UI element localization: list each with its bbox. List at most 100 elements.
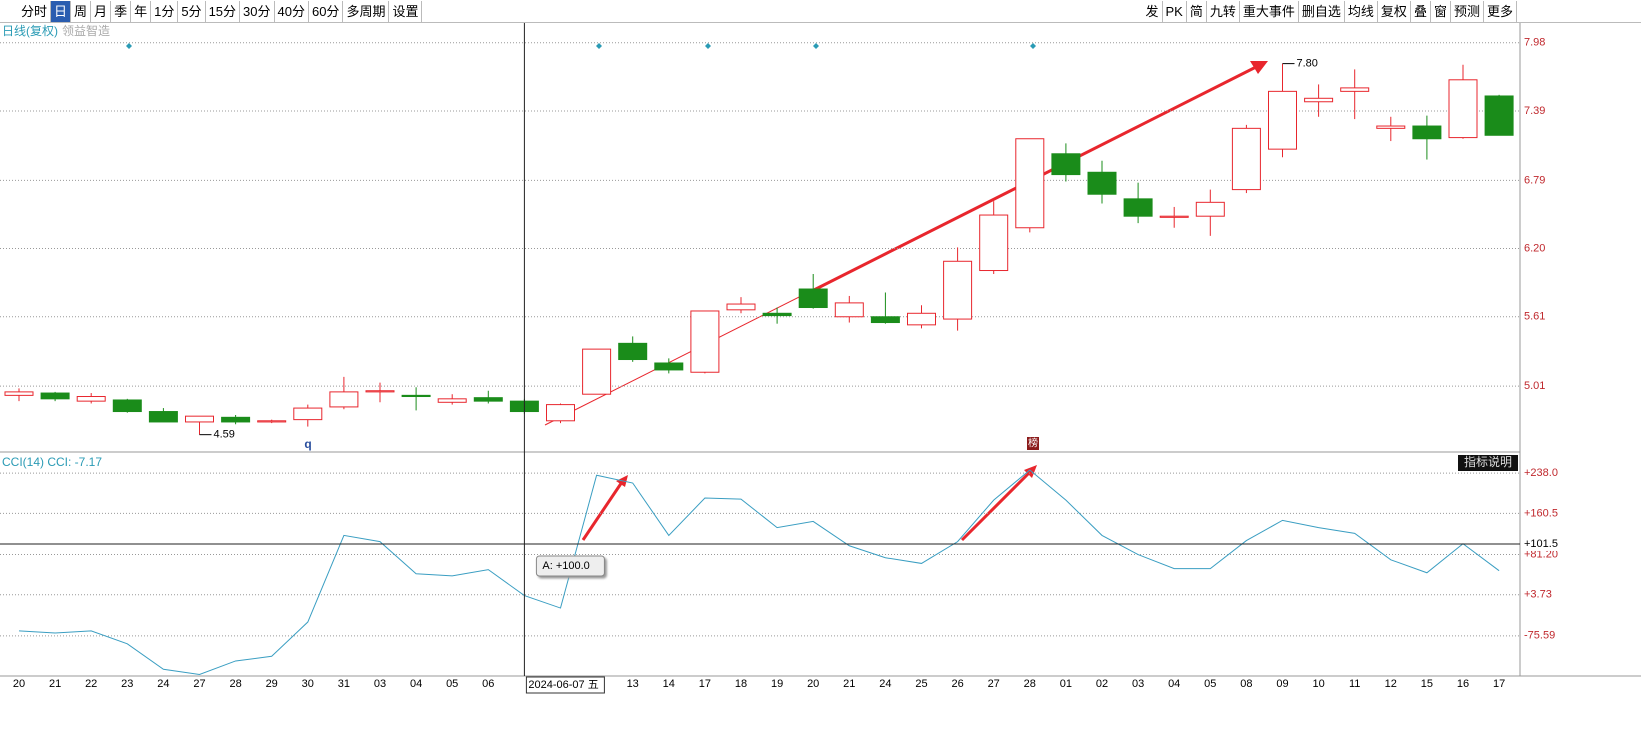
candle-body [1159, 215, 1189, 218]
x-tick-label: 18 [735, 678, 747, 690]
x-tick-label: 12 [1385, 678, 1397, 690]
x-tick-label: 03 [374, 678, 386, 690]
x-tick-label: 30 [302, 678, 314, 690]
crosshair-date-box [525, 676, 605, 694]
toolbar-button[interactable]: 九转 [1207, 1, 1240, 22]
signal-markers [126, 43, 1036, 49]
high-label: 7.80 [1297, 58, 1318, 70]
x-tick-label: 25 [915, 678, 927, 690]
candle-body [834, 302, 864, 318]
candle-body [1087, 171, 1117, 195]
toolbar-button[interactable]: 均线 [1345, 1, 1378, 22]
crosshair-date: 2024-06-07 五 [528, 679, 598, 691]
candle-body [4, 391, 34, 396]
low-label: 4.59 [214, 429, 235, 441]
toolbar-button[interactable]: 分时 [18, 1, 52, 22]
toolbar-button[interactable]: 40分 [275, 1, 309, 22]
y-tick-label: +3.73 [1524, 589, 1552, 601]
y-tick-label: +160.5 [1524, 507, 1558, 519]
candle-body [726, 303, 756, 311]
toolbar-button[interactable]: PK [1163, 1, 1187, 22]
x-tick-label: 05 [1204, 678, 1216, 690]
candle-body [437, 398, 467, 403]
toolbar-button[interactable]: 月 [91, 1, 112, 22]
toolbar-button[interactable]: 15分 [206, 1, 241, 22]
x-tick-label: 04 [410, 678, 422, 690]
x-tick-label: 28 [1024, 678, 1036, 690]
y-tick-label: 7.39 [1524, 105, 1545, 117]
candle-body [690, 310, 720, 373]
toolbar-button[interactable]: 日 [51, 1, 72, 22]
candle-body [365, 390, 395, 393]
x-tick-label: 27 [193, 678, 205, 690]
candle-body [582, 348, 612, 395]
x-tick-label: 21 [843, 678, 855, 690]
candle-body [112, 399, 142, 413]
y-tick-label: 7.98 [1524, 37, 1545, 49]
indicator-title: CCI(14) CCI: -7.17 [2, 455, 102, 469]
marker-text: q [304, 437, 311, 451]
x-tick-label: 31 [338, 678, 350, 690]
toolbar-button[interactable]: 发 [1142, 1, 1163, 22]
toolbar-button[interactable]: 60分 [309, 1, 344, 22]
y-tick-label: 5.01 [1524, 380, 1545, 392]
candle-body [943, 260, 973, 320]
toolbar-button[interactable]: 窗 [1431, 1, 1451, 22]
x-tick-label: 09 [1276, 678, 1288, 690]
x-tick-label: 22 [85, 678, 97, 690]
toolbar-button[interactable]: 多周期 [343, 1, 390, 22]
period-label: 日线(复权) [2, 24, 58, 38]
x-tick-label: 26 [951, 678, 963, 690]
y-tick-label: +81.20 [1524, 548, 1558, 560]
candle-body [1195, 201, 1225, 217]
candle-body [979, 214, 1009, 272]
indicator-button[interactable] [1458, 455, 1518, 471]
candle-body [762, 312, 792, 317]
candle-body [293, 407, 323, 421]
candle-body [148, 411, 178, 423]
x-tick-label: 17 [1493, 678, 1505, 690]
tooltip-box [535, 555, 605, 577]
toolbar-button[interactable]: 简 [1187, 1, 1207, 22]
toolbar-button[interactable]: 1分 [151, 1, 179, 22]
toolbar-button[interactable]: 删自选 [1299, 1, 1345, 22]
candle-body [870, 316, 900, 324]
toolbar-button[interactable]: 重大事件 [1240, 1, 1299, 22]
toolbar-button[interactable]: 叠 [1411, 1, 1431, 22]
candle-body [654, 362, 684, 371]
toolbar-button[interactable]: 年 [131, 1, 152, 22]
candle-body [401, 394, 431, 398]
x-tick-label: 20 [13, 678, 25, 690]
candle-body [473, 397, 503, 402]
candle-body [1304, 97, 1334, 103]
y-tick-label: 6.79 [1524, 174, 1545, 186]
x-tick-label: 20 [807, 678, 819, 690]
y-tick-label: 5.61 [1524, 311, 1545, 323]
x-tick-label: 14 [663, 678, 675, 690]
toolbar-button[interactable]: 复权 [1378, 1, 1411, 22]
toolbar-button[interactable]: 30分 [240, 1, 275, 22]
x-tick-label: 17 [699, 678, 711, 690]
x-tick-label: 02 [1096, 678, 1108, 690]
toolbar-button[interactable]: 5分 [178, 1, 206, 22]
candle-body [907, 312, 936, 326]
toolbar-right: 发 PK 简九转 重大事件 删自选 均线 复权叠窗预测 更多 [1142, 1, 1517, 22]
x-tick-label: 24 [157, 678, 169, 690]
candle-body [1340, 87, 1370, 92]
toolbar-button[interactable]: 更多 [1484, 1, 1517, 22]
candle-body [40, 392, 70, 400]
toolbar-button[interactable]: 周 [71, 1, 92, 22]
toolbar: 分时日周月季年 1分 5分 15分 30分 40分 60分 多周期 设置 发 PK 简九转 重大事件 删自… [0, 0, 1641, 23]
toolbar-button[interactable]: 设置 [389, 1, 423, 22]
candle-body [1231, 127, 1261, 191]
candle-body [798, 288, 828, 309]
x-tick-label: 27 [988, 678, 1000, 690]
x-tick-label: 10 [1312, 678, 1324, 690]
x-tick-label: 04 [1168, 678, 1180, 690]
candle-body [1412, 125, 1442, 140]
crosshair-value: +101.5 [1524, 538, 1558, 550]
candle-body [1448, 79, 1478, 139]
toolbar-button[interactable]: 季 [111, 1, 132, 22]
toolbar-button[interactable]: 预测 [1451, 1, 1484, 22]
